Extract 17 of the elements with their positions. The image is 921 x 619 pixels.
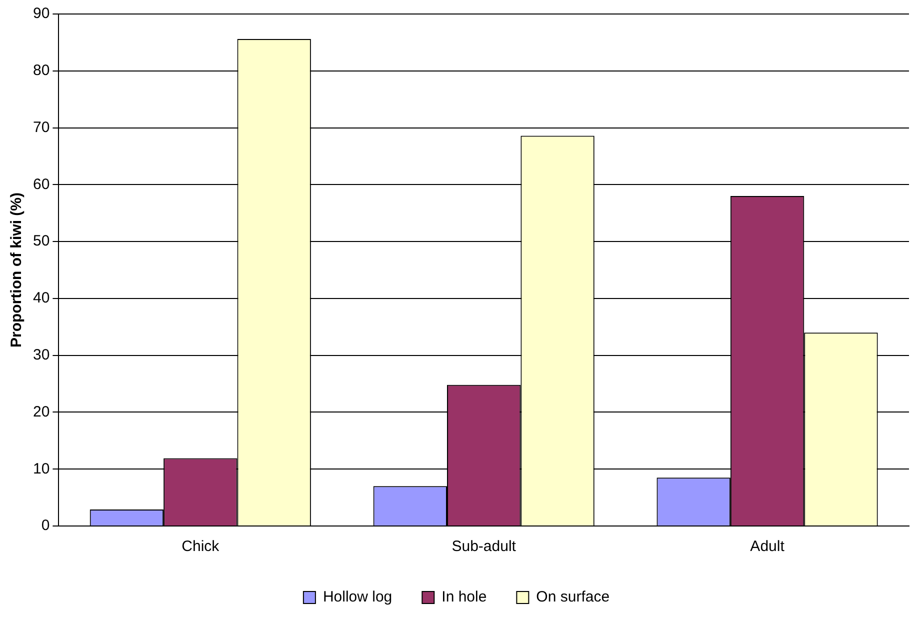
legend-label: On surface xyxy=(536,588,610,606)
y-tick-label: 90 xyxy=(32,5,50,22)
y-tick-label: 80 xyxy=(32,62,50,80)
x-tick-label: Sub-adult xyxy=(452,538,517,556)
x-tick-label: Chick xyxy=(182,538,220,556)
y-tick-label: 0 xyxy=(41,517,50,534)
y-tick-label: 10 xyxy=(32,460,50,478)
legend-label: Hollow log xyxy=(322,588,392,606)
y-tick-label: 70 xyxy=(32,118,50,136)
y-tick-label: 40 xyxy=(32,290,50,307)
legend-label: In hole xyxy=(442,588,487,606)
y-tick-label: 30 xyxy=(32,346,50,364)
y-axis-title: Proportion of kiwi (%) xyxy=(8,192,26,348)
y-tick-label: 20 xyxy=(32,403,50,420)
y-tick-label: 50 xyxy=(32,232,50,250)
x-tick-label: Adult xyxy=(750,538,786,556)
y-tick-label: 60 xyxy=(32,176,50,193)
